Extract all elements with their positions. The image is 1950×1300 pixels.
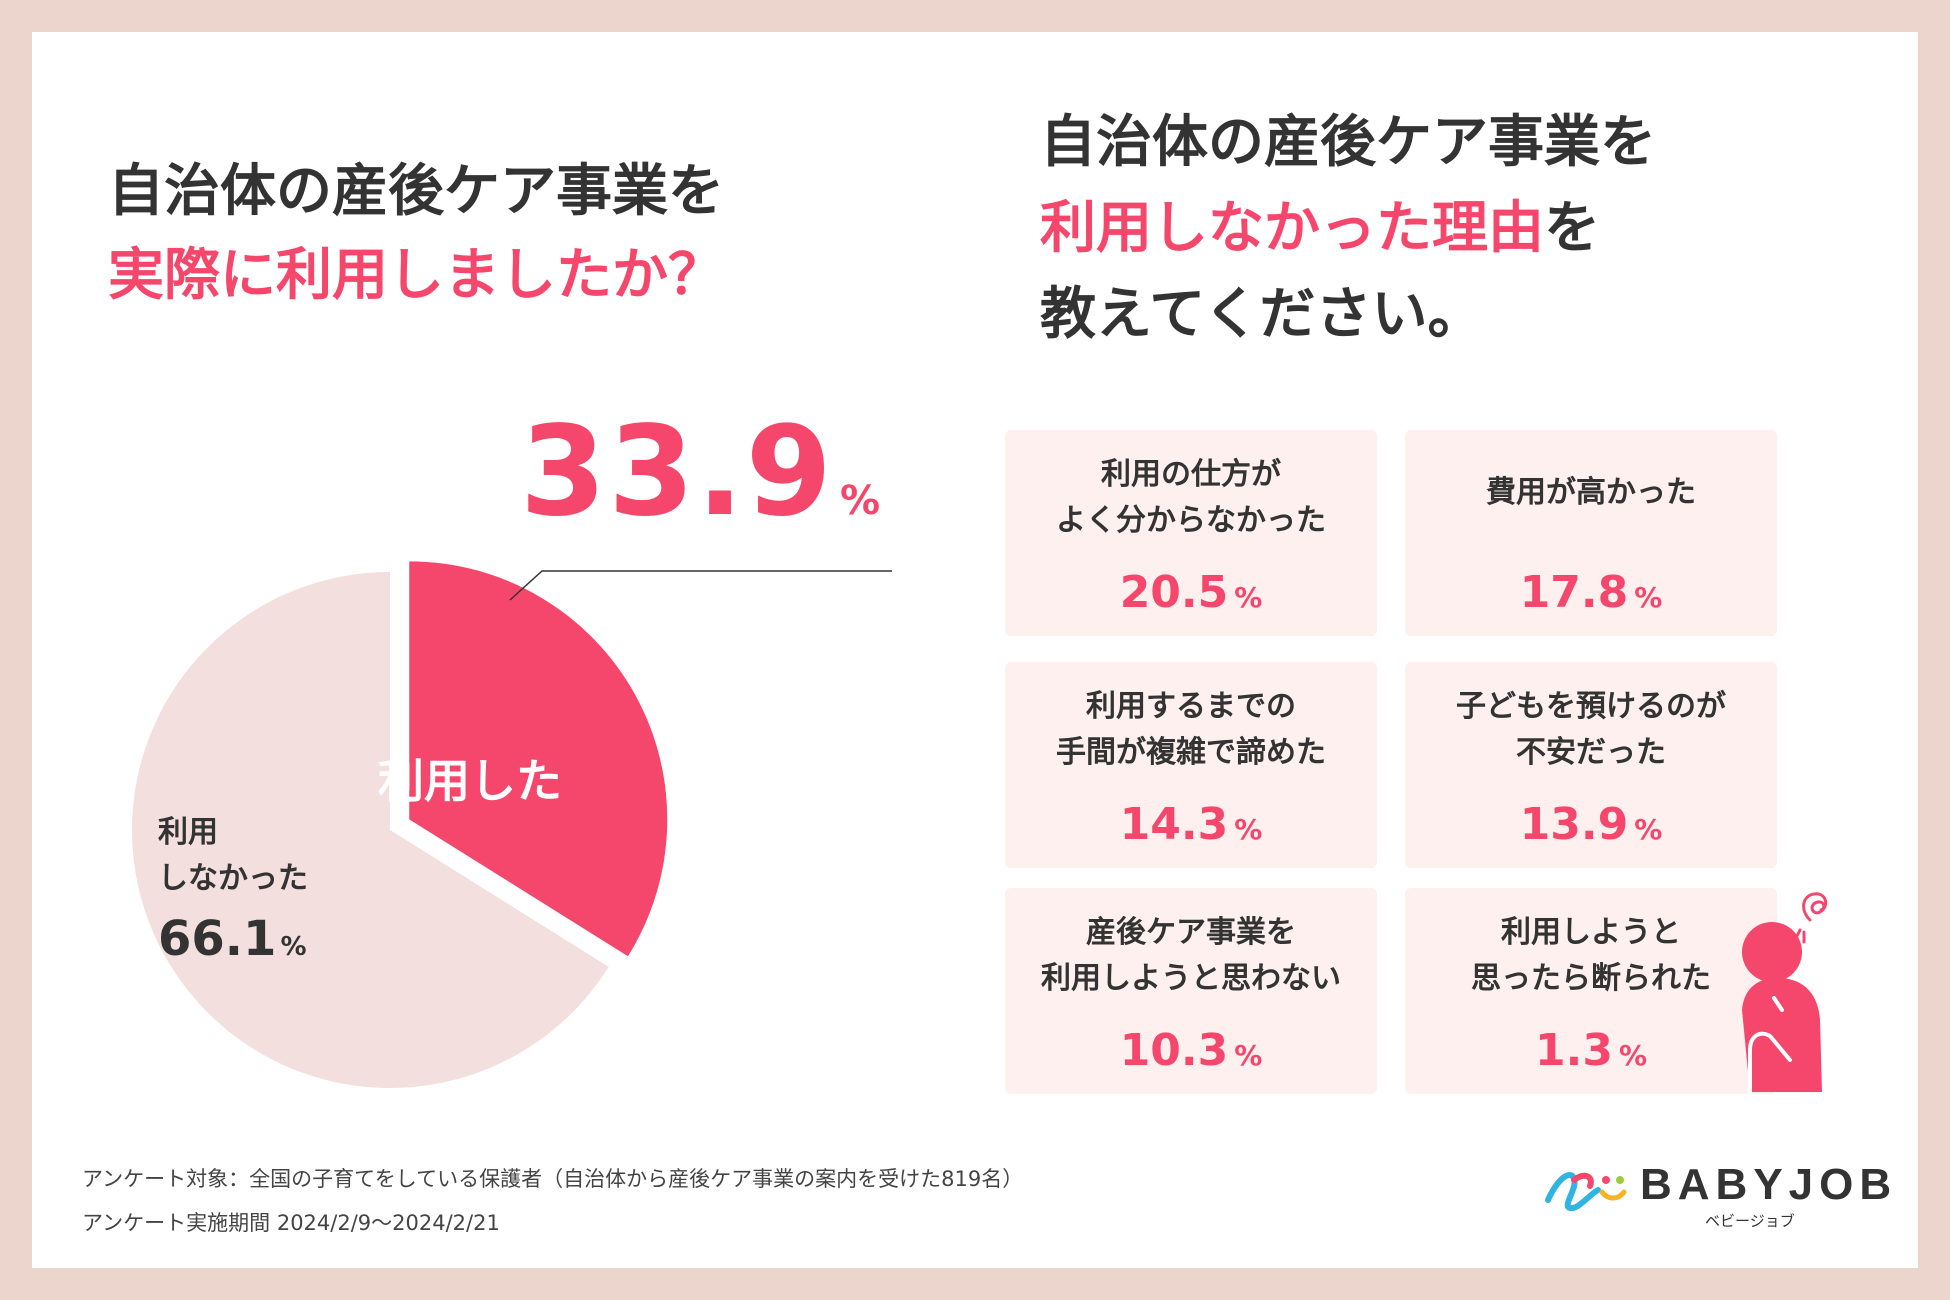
reason-value: 20.5 xyxy=(1119,567,1229,618)
used-percentage-callout: 33.9% xyxy=(520,400,880,544)
reason-value: 13.9 xyxy=(1519,799,1629,850)
reason-unit: % xyxy=(1634,813,1663,846)
reason-unit: % xyxy=(1618,1039,1647,1072)
reason-box: 利用の仕方が よく分からなかった 20.5% xyxy=(1005,430,1377,636)
reason-box: 産後ケア事業を 利用しようと思わない 10.3% xyxy=(1005,888,1377,1094)
reasons-question-title: 自治体の産後ケア事業を 利用しなかった理由を 教えてください。 xyxy=(1040,100,1820,358)
not-used-percentage-value: 66.1 xyxy=(158,911,277,967)
reason-value: 17.8 xyxy=(1519,567,1629,618)
reason-unit: % xyxy=(1234,1039,1263,1072)
reason-box: 利用しようと 思ったら断られた 1.3% xyxy=(1405,888,1777,1094)
pie-title-line1: 自治体の産後ケア事業を xyxy=(108,159,724,224)
reasons-title-highlight: 利用しなかった理由 xyxy=(1040,196,1544,261)
reason-box: 利用するまでの 手間が複雑で諦めた 14.3% xyxy=(1005,662,1377,868)
pie-slice-not-used xyxy=(132,572,609,1088)
reason-value: 14.3 xyxy=(1119,799,1229,850)
not-used-label-line2: しなかった xyxy=(158,861,308,896)
survey-target-note: アンケート対象：全国の子育てをしている保護者（自治体から産後ケア事業の案内を受け… xyxy=(82,1167,1024,1191)
used-percentage-unit: % xyxy=(839,478,881,524)
reason-value: 10.3 xyxy=(1119,1025,1229,1076)
reason-box: 子どもを預けるのが 不安だった 13.9% xyxy=(1405,662,1777,868)
worried-person-icon xyxy=(1742,892,1828,1094)
pie-question-title: 自治体の産後ケア事業を 実際に利用しましたか？ xyxy=(108,150,868,318)
reason-text: 費用が高かった xyxy=(1486,475,1696,510)
babyjob-logo-icon xyxy=(1545,1172,1627,1212)
logo-kana: ベビージョブ xyxy=(1705,1212,1795,1230)
pie-title-line2: 実際に利用しましたか？ xyxy=(108,243,724,308)
pie-slice-used xyxy=(409,561,668,957)
reason-text: 利用するまでの 手間が複雑で諦めた xyxy=(1056,689,1326,770)
reasons-title-line3: 教えてください。 xyxy=(1040,282,1484,347)
reason-text: 子どもを預けるのが 不安だった xyxy=(1456,689,1726,770)
reason-text: 産後ケア事業を 利用しようと思わない xyxy=(1041,915,1341,996)
reason-text: 利用しようと 思ったら断られた xyxy=(1471,915,1711,996)
pie-leader-line xyxy=(509,570,892,601)
reason-text: 利用の仕方が よく分からなかった xyxy=(1056,457,1326,538)
reason-unit: % xyxy=(1634,581,1663,614)
not-used-percentage-unit: % xyxy=(280,932,307,962)
not-used-label-line1: 利用 xyxy=(158,815,218,850)
pie-label-not-used: 利用 しなかった 66.1% xyxy=(158,810,308,970)
used-percentage-value: 33.9 xyxy=(520,400,834,544)
reasons-title-tail: を xyxy=(1544,196,1600,261)
reason-value: 1.3 xyxy=(1534,1025,1613,1076)
reason-unit: % xyxy=(1234,581,1263,614)
pie-label-used: 利用した xyxy=(378,754,562,808)
reason-unit: % xyxy=(1234,813,1263,846)
logo-wordmark: BABYJOB xyxy=(1640,1160,1898,1209)
reason-box: 費用が高かった 17.8% xyxy=(1405,430,1777,636)
survey-period-note: アンケート実施期間 2024/2/9〜2024/2/21 xyxy=(82,1211,500,1235)
reasons-title-line1: 自治体の産後ケア事業を xyxy=(1040,110,1656,175)
